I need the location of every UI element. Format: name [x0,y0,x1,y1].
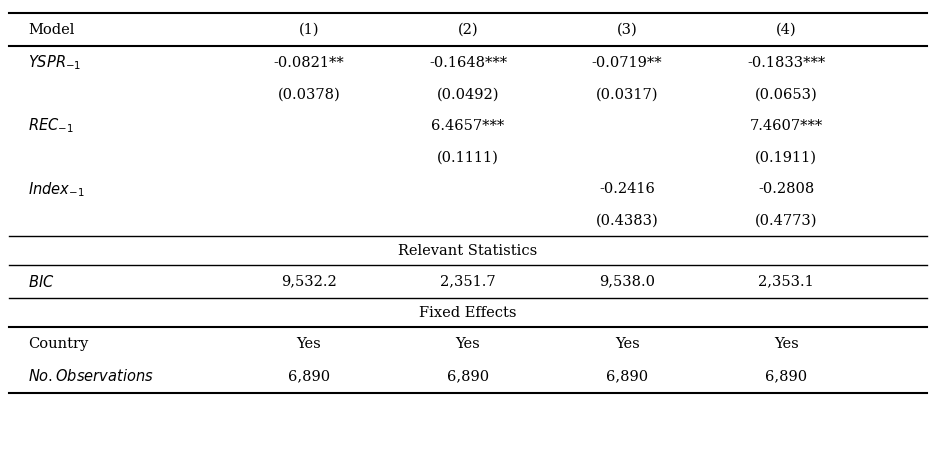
Text: (0.1911): (0.1911) [755,150,817,165]
Text: 7.4607***: 7.4607*** [750,119,823,133]
Text: 6,890: 6,890 [446,370,490,383]
Text: (0.4773): (0.4773) [755,214,817,228]
Text: 6,890: 6,890 [606,370,649,383]
Text: (0.0653): (0.0653) [754,87,818,101]
Text: $YSPR_{-1}$: $YSPR_{-1}$ [28,53,81,72]
Text: -0.1833***: -0.1833*** [747,56,826,70]
Text: (0.1111): (0.1111) [437,150,499,165]
Text: (0.0492): (0.0492) [437,87,499,101]
Text: (4): (4) [776,23,797,37]
Text: Yes: Yes [456,337,480,351]
Text: Yes: Yes [774,337,798,351]
Text: 2,351.7: 2,351.7 [440,275,496,289]
Text: -0.2416: -0.2416 [599,182,655,196]
Text: (0.0378): (0.0378) [277,87,341,101]
Text: 6,890: 6,890 [287,370,330,383]
Text: Country: Country [28,337,88,351]
Text: Yes: Yes [615,337,639,351]
Text: (0.4383): (0.4383) [595,214,659,228]
Text: -0.2808: -0.2808 [758,182,814,196]
Text: $BIC$: $BIC$ [28,274,54,290]
Text: 6,890: 6,890 [765,370,808,383]
Text: 2,353.1: 2,353.1 [758,275,814,289]
Text: 6.4657***: 6.4657*** [431,119,505,133]
Text: $Index_{-1}$: $Index_{-1}$ [28,180,84,198]
Text: 9,538.0: 9,538.0 [599,275,655,289]
Text: -0.0821**: -0.0821** [273,56,344,70]
Text: (0.0317): (0.0317) [596,87,658,101]
Text: $\mathit{No. Observations}$: $\mathit{No. Observations}$ [28,369,154,384]
Text: -0.1648***: -0.1648*** [429,56,507,70]
Text: Yes: Yes [297,337,321,351]
Text: (1): (1) [299,23,319,37]
Text: -0.0719**: -0.0719** [592,56,663,70]
Text: (3): (3) [617,23,637,37]
Text: $REC_{-1}$: $REC_{-1}$ [28,117,74,135]
Text: Relevant Statistics: Relevant Statistics [399,244,537,258]
Text: Fixed Effects: Fixed Effects [419,306,517,320]
Text: 9,532.2: 9,532.2 [281,275,337,289]
Text: Model: Model [28,23,75,37]
Text: (2): (2) [458,23,478,37]
